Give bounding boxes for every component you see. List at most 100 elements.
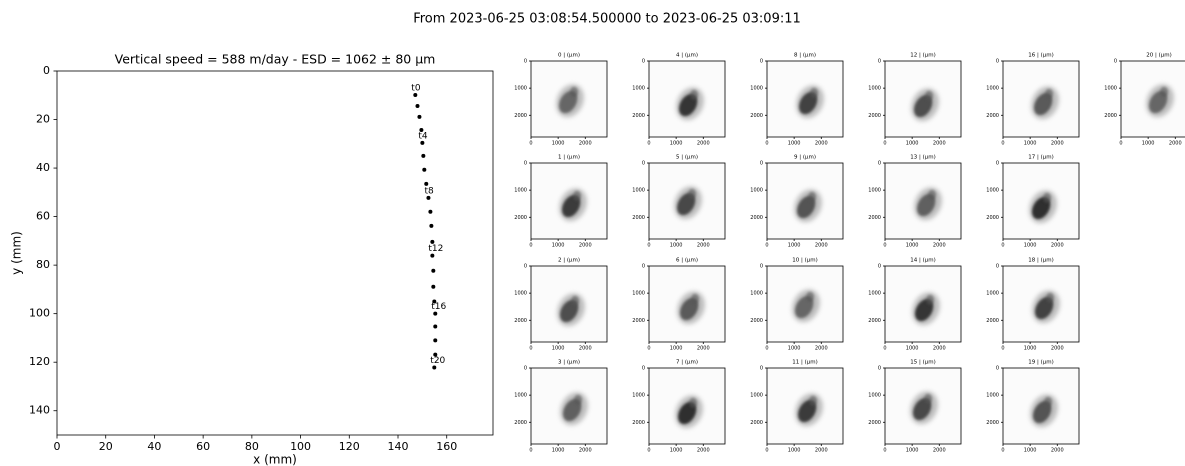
particle-lobe (1043, 192, 1052, 203)
particle-image (559, 188, 587, 222)
y-tick-label: 1000 (514, 291, 527, 297)
x-tick-label: 2000 (579, 448, 592, 454)
y-tick-label: 0 (524, 366, 527, 372)
y-tick-label: 2000 (986, 420, 999, 426)
image-frame (648, 367, 726, 445)
x-tick-label: 2000 (1169, 141, 1182, 147)
y-tick-label: 1000 (868, 86, 881, 92)
image-frame (648, 60, 726, 138)
particle-lobe (925, 90, 934, 101)
image-frame (884, 60, 962, 138)
x-tick-label: 100 (290, 440, 311, 453)
particle-lobe (691, 293, 700, 304)
x-tick-label: 1000 (1024, 141, 1037, 147)
point-label: t12 (428, 244, 443, 254)
image-title: 11 | (µm) (792, 360, 818, 366)
image-title: 19 | (µm) (1028, 360, 1054, 366)
x-tick-label: 0 (529, 346, 532, 352)
y-tick-label: 0 (642, 264, 645, 270)
image-frame (530, 265, 608, 343)
x-tick-label: 2000 (579, 243, 592, 249)
y-axis-label: y (mm) (10, 231, 24, 275)
image-frame (1002, 60, 1080, 138)
x-tick-label: 0 (529, 243, 532, 249)
y-tick-label: 2000 (868, 113, 881, 119)
y-tick-label: 1000 (632, 86, 645, 92)
x-tick-label: 1000 (1142, 141, 1155, 147)
y-tick-label: 1000 (632, 393, 645, 399)
image-frame (884, 367, 962, 445)
x-tick-label: 140 (388, 440, 409, 453)
x-tick-label: 2000 (933, 141, 946, 147)
image-title: 6 | (µm) (676, 258, 698, 264)
image-frame (766, 265, 844, 343)
x-tick-label: 2000 (933, 346, 946, 352)
image-title: 18 | (µm) (1028, 258, 1054, 264)
y-tick-label: 1000 (750, 188, 763, 194)
particle-image (674, 186, 702, 220)
y-tick-label: 2000 (868, 215, 881, 221)
y-tick-label: 2000 (632, 420, 645, 426)
particle-image (796, 85, 824, 119)
y-tick-label: 0 (996, 59, 999, 65)
point (430, 239, 435, 244)
point (413, 93, 418, 98)
particle-lobe (690, 89, 699, 100)
particle-lobe (1046, 292, 1055, 303)
x-tick-label: 0 (1001, 346, 1004, 352)
point (429, 223, 434, 228)
particle-image (792, 289, 820, 323)
y-tick-label: 2000 (1104, 113, 1117, 119)
y-tick-label: 1000 (750, 393, 763, 399)
y-tick-label: 2000 (986, 113, 999, 119)
image-title: 10 | (µm) (792, 258, 818, 264)
particle-lobe (1044, 396, 1053, 407)
y-tick-label: 2000 (514, 215, 527, 221)
y-tick-label: 2000 (632, 113, 645, 119)
particle-image (1032, 290, 1060, 324)
image-frame (884, 265, 962, 343)
image-title: 20 | (µm) (1146, 53, 1172, 59)
x-tick-label: 1000 (1024, 243, 1037, 249)
particle-image (676, 87, 704, 121)
y-tick-label: 0 (524, 264, 527, 270)
y-tick-label: 1000 (986, 393, 999, 399)
particle-lobe (574, 394, 583, 405)
point (431, 268, 436, 273)
y-tick-label: 0 (760, 366, 763, 372)
point (433, 352, 438, 357)
x-tick-label: 60 (196, 440, 210, 453)
image-frame (530, 162, 608, 240)
particle-lobe (570, 86, 579, 97)
x-tick-label: 1000 (552, 243, 565, 249)
particle-lobe (809, 395, 818, 406)
image-title: 2 | (µm) (558, 258, 580, 264)
image-frame (1002, 367, 1080, 445)
y-tick-label: 1000 (868, 188, 881, 194)
y-tick-label: 2000 (750, 318, 763, 324)
x-tick-label: 2000 (697, 448, 710, 454)
y-tick-label: 1000 (868, 393, 881, 399)
x-tick-label: 0 (765, 448, 768, 454)
point-label: t0 (411, 84, 421, 94)
y-tick-label: 2000 (986, 318, 999, 324)
y-tick-label: 0 (996, 161, 999, 167)
x-tick-label: 2000 (579, 346, 592, 352)
y-tick-label: 1000 (868, 291, 881, 297)
point (433, 338, 438, 343)
y-tick-label: 1000 (514, 86, 527, 92)
particle-lobe (806, 291, 815, 302)
x-tick-label: 0 (647, 346, 650, 352)
point (419, 127, 424, 132)
y-tick-label: 1000 (514, 188, 527, 194)
x-tick-label: 2000 (933, 448, 946, 454)
x-axis-label: x (mm) (253, 453, 297, 466)
x-tick-label: 0 (883, 448, 886, 454)
particle-image (910, 391, 938, 425)
particle-image (912, 292, 940, 326)
image-title: 7 | (µm) (676, 360, 698, 366)
y-tick-label: 0 (996, 366, 999, 372)
x-tick-label: 1000 (1024, 346, 1037, 352)
image-frame (766, 60, 844, 138)
particle-lobe (926, 294, 935, 305)
